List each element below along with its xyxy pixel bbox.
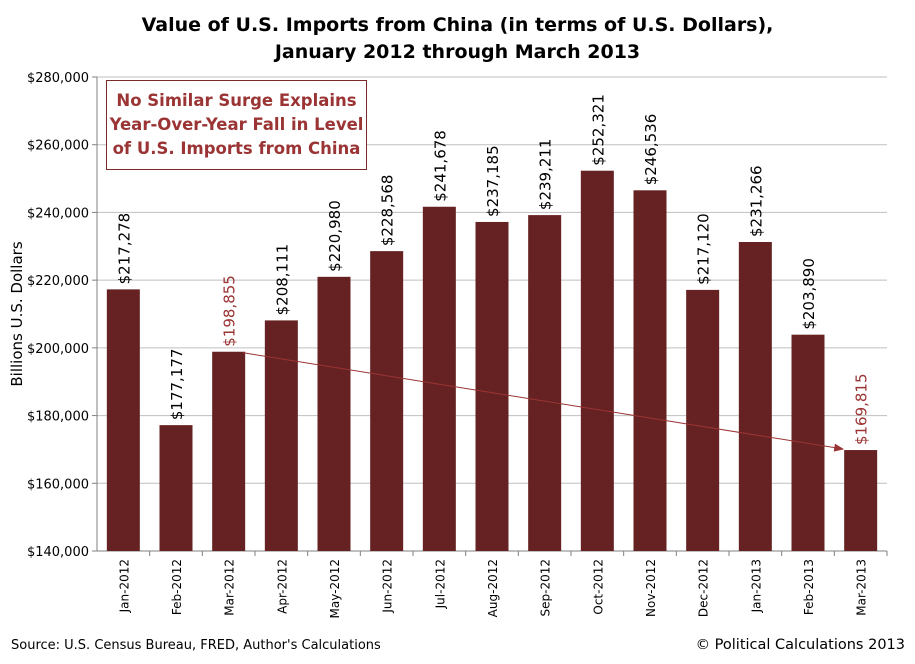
x-tick-label: Feb-2013: [802, 559, 816, 615]
x-tick-label: Feb-2012: [170, 559, 184, 615]
y-tick-label: $200,000: [27, 342, 89, 357]
bar: [317, 276, 351, 551]
bar: [738, 241, 772, 552]
y-tick-label: $280,000: [27, 71, 89, 86]
y-axis-title: Billions U.S. Dollars: [8, 241, 26, 386]
bar: [844, 450, 878, 551]
bar: [686, 289, 720, 551]
annotation-line-3: of U.S. Imports from China: [112, 139, 361, 158]
x-tick-label: Dec-2012: [697, 559, 711, 617]
bar: [159, 425, 193, 551]
chart-title: Value of U.S. Imports from China (in ter…: [0, 12, 915, 66]
y-tick-label: $160,000: [27, 477, 89, 492]
bar: [475, 221, 509, 551]
bar: [264, 320, 298, 551]
annotation-line-2: Year-Over-Year Fall in Level: [109, 115, 364, 134]
annotation-box: No Similar Surge Explains Year-Over-Year…: [106, 80, 367, 170]
data-label: $208,111: [273, 244, 291, 316]
x-tick-label: Mar-2012: [223, 559, 237, 616]
x-tick-label: Aug-2012: [486, 559, 500, 617]
x-tick-label: Jul-2012: [433, 559, 447, 609]
bar: [580, 170, 614, 551]
data-label: $246,536: [642, 114, 660, 186]
y-tick-label: $220,000: [27, 274, 89, 289]
data-label: $231,266: [747, 165, 765, 237]
data-label: $237,185: [484, 145, 502, 217]
annotation-line-1: No Similar Surge Explains: [116, 91, 357, 110]
data-label: $169,815: [853, 373, 871, 445]
y-tick-label: $240,000: [27, 206, 89, 221]
data-label: $228,568: [379, 175, 397, 247]
data-label: $203,890: [800, 258, 818, 330]
bar: [791, 334, 825, 551]
data-label: $252,321: [589, 94, 607, 166]
x-tick-label: May-2012: [328, 559, 342, 618]
trend-arrow: [243, 352, 845, 452]
bar: [528, 215, 562, 551]
x-tick-label: Apr-2012: [275, 559, 289, 614]
x-tick-label: Jan-2012: [117, 559, 131, 613]
data-label: $241,678: [431, 130, 449, 202]
copyright-note: © Political Calculations 2013: [695, 637, 905, 653]
y-tick-label: $180,000: [27, 410, 89, 425]
x-tick-label: Sep-2012: [539, 559, 553, 617]
source-note: Source: U.S. Census Bureau, FRED, Author…: [11, 638, 381, 653]
x-tick-label: Jan-2013: [749, 559, 763, 613]
x-tick-label: Jun-2012: [381, 559, 395, 614]
bar: [212, 351, 246, 551]
data-label: $220,980: [326, 200, 344, 272]
data-label: $198,855: [221, 275, 239, 347]
x-tick-label: Oct-2012: [591, 559, 605, 615]
x-tick-label: Mar-2013: [855, 559, 869, 616]
bar: [422, 206, 456, 551]
bar: [633, 190, 667, 551]
y-tick-label: $140,000: [27, 545, 89, 560]
chart-title-line-1: Value of U.S. Imports from China (in ter…: [141, 14, 774, 36]
data-label: $177,177: [168, 349, 186, 421]
data-label: $217,120: [695, 213, 713, 285]
bar: [370, 251, 404, 551]
x-tick-label: Nov-2012: [644, 559, 658, 617]
y-tick-label: $260,000: [27, 139, 89, 154]
data-label: $239,211: [537, 139, 555, 211]
data-label: $217,278: [115, 213, 133, 285]
chart-title-line-2: January 2012 through March 2013: [274, 41, 641, 63]
bar: [106, 289, 140, 551]
